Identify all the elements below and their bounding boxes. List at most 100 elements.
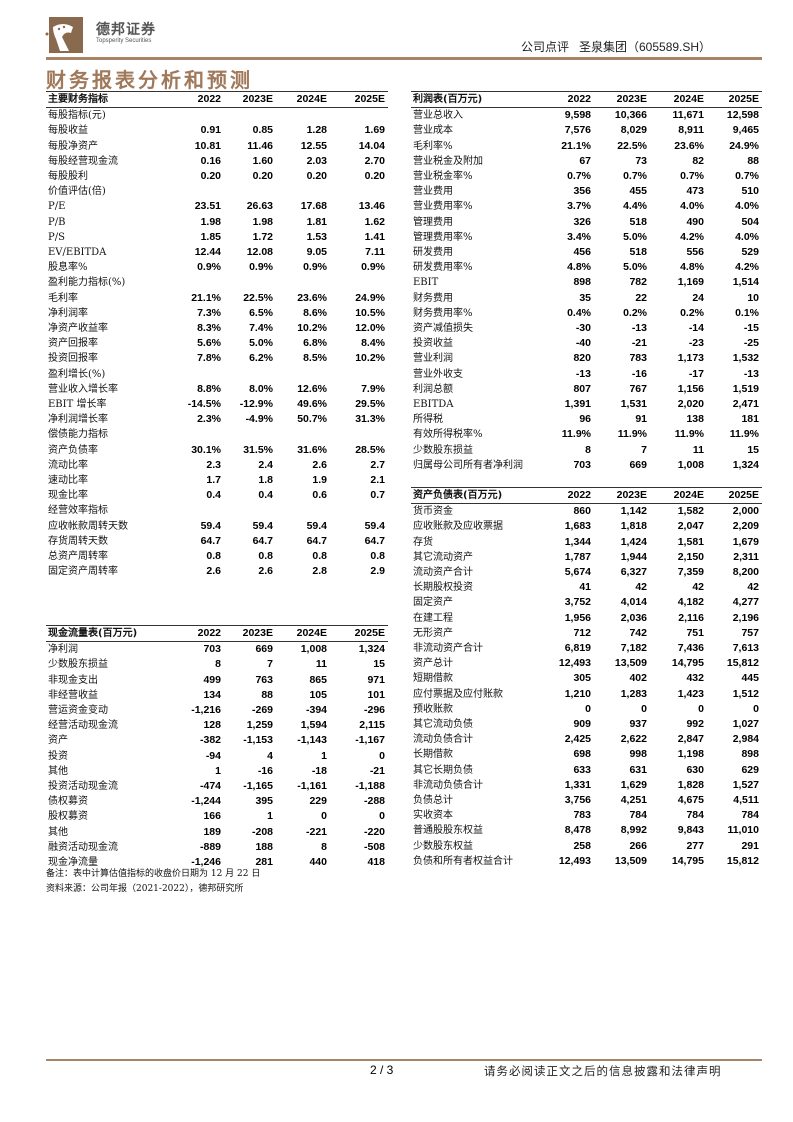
cell-value: -1,161 xyxy=(297,780,327,793)
cell-value: 3.7% xyxy=(567,200,591,213)
row-label: 营业外收支 xyxy=(413,368,463,380)
cell-value: 1,956 xyxy=(564,611,591,624)
cell-value: -14.5% xyxy=(187,398,221,411)
table-row: 价值评估(倍) xyxy=(46,184,388,199)
cell-value: 8.5% xyxy=(303,352,327,365)
table-row: 少数股东损益 8 7 11 15 xyxy=(46,657,388,672)
row-label: 净利润率 xyxy=(48,307,88,319)
table-row: 净资产收益率 8.3% 7.4% 10.2% 12.0% xyxy=(46,321,388,336)
cell-value: -17 xyxy=(688,367,704,380)
cell-value: 11.9% xyxy=(561,428,591,441)
cell-value: -13 xyxy=(575,367,591,380)
cell-value: 1,324 xyxy=(732,458,759,471)
cell-value: 13.46 xyxy=(358,200,385,213)
cell-value: 556 xyxy=(686,246,704,259)
row-label: 非现金支出 xyxy=(48,674,98,686)
cell-value: 1 xyxy=(267,810,273,823)
table-row: 资产负债率 30.1% 31.5% 31.6% 28.5% xyxy=(46,443,388,458)
table-row: 速动比率 1.7 1.8 1.9 2.1 xyxy=(46,473,388,488)
row-label: 长期借款 xyxy=(413,749,453,761)
table-header-row: 利润表(百万元) 2022 2023E 2024E 2025E xyxy=(411,90,762,109)
row-label: 每股经营现金流 xyxy=(48,155,118,167)
cell-value: 418 xyxy=(367,856,385,869)
row-label: 普通股股东权益 xyxy=(413,825,483,837)
cell-value: 2.70 xyxy=(364,154,385,167)
cell-value: 9.05 xyxy=(306,246,327,259)
table-row: 利润总额 807 767 1,156 1,519 xyxy=(411,382,762,397)
row-label: 非流动资产合计 xyxy=(413,643,483,655)
cell-value: 5.6% xyxy=(197,337,221,350)
cell-value: 8 xyxy=(585,443,591,456)
cell-value: 1,344 xyxy=(564,535,591,548)
cell-value: 14.04 xyxy=(358,139,385,152)
table-row: 货币资金 860 1,142 1,582 2,000 xyxy=(411,504,762,520)
cell-value: 1.8 xyxy=(258,474,273,487)
row-label: 资产 xyxy=(48,735,68,747)
cell-value xyxy=(276,275,330,290)
table-row: 净利润 703 669 1,008 1,324 xyxy=(46,642,388,658)
cell-value: 440 xyxy=(309,856,327,869)
cell-value: 1,527 xyxy=(732,778,759,791)
table-row: 融资活动现金流 -889 188 8 -508 xyxy=(46,840,388,855)
table-row: 营业外收支 -13 -16 -17 -13 xyxy=(411,367,762,382)
row-label: 应收帐款周转天数 xyxy=(48,520,128,532)
cell-value: 12.08 xyxy=(246,246,273,259)
column-header: 2023E xyxy=(594,486,650,505)
cell-value: -13 xyxy=(743,367,759,380)
cell-value: 763 xyxy=(255,673,273,686)
cell-value: 992 xyxy=(686,718,704,731)
table-row: 存货周转天数 64.7 64.7 64.7 64.7 xyxy=(46,534,388,549)
table-row: 研发费用率% 4.8% 5.0% 4.8% 4.2% xyxy=(411,260,762,275)
cell-value: 1,169 xyxy=(677,276,704,289)
cell-value: 4,277 xyxy=(732,596,759,609)
cell-value: 4 xyxy=(267,749,273,762)
cell-value: 7.11 xyxy=(365,246,385,259)
cell-value xyxy=(170,275,224,290)
row-label: 价值评估(倍) xyxy=(48,186,106,198)
cell-value: 898 xyxy=(573,276,591,289)
cell-value: 88 xyxy=(747,154,759,167)
cell-value: 395 xyxy=(255,795,273,808)
cell-value: 971 xyxy=(367,673,385,686)
cell-value: 8.3% xyxy=(197,322,221,335)
column-header: 2023E xyxy=(594,90,650,109)
cell-value: 1.81 xyxy=(306,215,327,228)
table-row: 投资回报率 7.8% 6.2% 8.5% 10.2% xyxy=(46,351,388,366)
cell-value: 59.4 xyxy=(200,519,221,532)
cell-value: 0.20 xyxy=(200,170,221,183)
row-label: 现金比率 xyxy=(48,490,88,502)
cell-value: 629 xyxy=(741,763,759,776)
column-header: 2023E xyxy=(224,90,276,109)
table-row: 有效所得税率% 11.9% 11.9% 11.9% 11.9% xyxy=(411,427,762,442)
cell-value: 1,818 xyxy=(620,520,647,533)
brand-name-en: Topsperity Securities xyxy=(96,38,152,44)
table-row: 现金净流量 -1,246 281 440 418 xyxy=(46,855,388,870)
row-label: 偿债能力指标 xyxy=(48,429,108,441)
table-row: P/E 23.51 26.63 17.68 13.46 xyxy=(46,199,388,214)
cell-value: 0 xyxy=(321,810,327,823)
cell-value: 2,209 xyxy=(732,520,759,533)
row-label: 短期借款 xyxy=(413,673,453,685)
row-label: 营运资金变动 xyxy=(48,705,108,717)
cell-value: -25 xyxy=(743,337,759,350)
cell-value xyxy=(170,503,224,518)
cell-value: 326 xyxy=(573,215,591,228)
cell-value: 1.60 xyxy=(252,154,273,167)
row-label: 少数股东损益 xyxy=(413,444,473,456)
cell-value: 0.2% xyxy=(623,306,647,319)
cell-value: 24.9% xyxy=(729,139,759,152)
row-label: 应付票据及应付账款 xyxy=(413,688,503,700)
cell-value: 751 xyxy=(686,626,704,639)
cell-value: 909 xyxy=(573,718,591,731)
cell-value: 96 xyxy=(579,413,591,426)
cell-value: 67 xyxy=(579,154,591,167)
cell-value: 455 xyxy=(629,185,647,198)
cell-value: 402 xyxy=(629,672,647,685)
cell-value: 8 xyxy=(321,840,327,853)
row-label: 盈利能力指标(%) xyxy=(48,277,126,289)
cell-value: 5,674 xyxy=(564,566,591,579)
cell-value: 15,812 xyxy=(726,657,759,670)
column-header: 2024E xyxy=(650,90,707,109)
cell-value: 783 xyxy=(573,809,591,822)
cell-value: -16 xyxy=(257,764,273,777)
